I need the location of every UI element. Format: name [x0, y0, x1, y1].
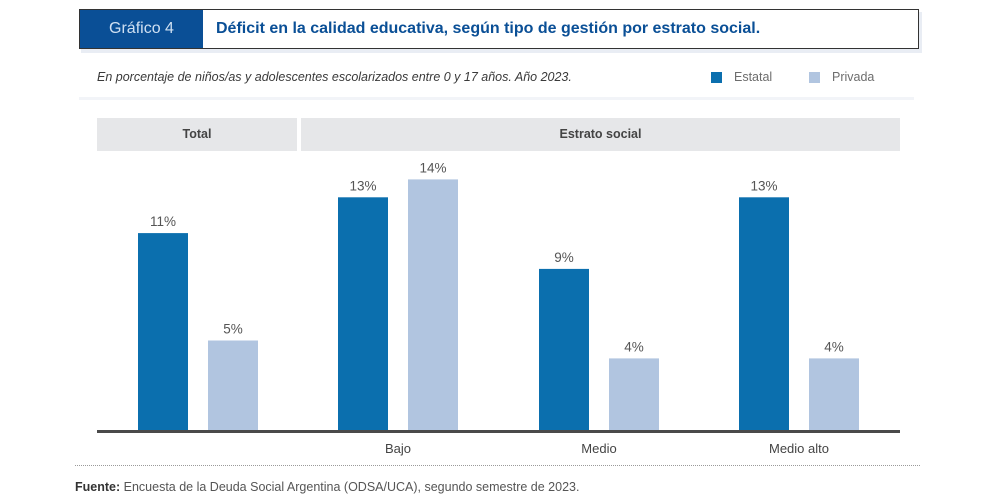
x-tick-label-medio: Medio	[581, 441, 616, 456]
data-label-estatal-total: 11%	[150, 214, 176, 229]
bar-privada-bajo	[408, 179, 458, 430]
data-label-privada-bajo: 14%	[419, 160, 446, 175]
source-text: Encuesta de la Deuda Social Argentina (O…	[123, 480, 580, 494]
x-tick-label-medio-alto: Medio alto	[769, 441, 829, 456]
group-header-total: Total	[97, 118, 297, 151]
subtitle-divider	[79, 97, 914, 100]
chart-header: Gráfico 4 Déficit en la calidad educativ…	[79, 9, 919, 49]
bar-estatal-bajo	[338, 197, 388, 430]
data-label-privada-total: 5%	[223, 322, 243, 337]
bar-estatal-total	[138, 233, 188, 430]
chart-number-label: Gráfico 4	[80, 10, 203, 48]
chart-title: Déficit en la calidad educativa, según t…	[216, 20, 761, 37]
footer-divider	[75, 465, 920, 466]
x-tick-label-bajo: Bajo	[385, 441, 411, 456]
data-label-estatal-medio: 9%	[554, 250, 574, 265]
bar-privada-medio-alto	[809, 358, 859, 430]
source-label: Fuente:	[75, 480, 121, 494]
data-label-estatal-bajo: 13%	[349, 178, 376, 193]
legend-label-estatal: Estatal	[734, 70, 773, 84]
bar-privada-medio	[609, 358, 659, 430]
legend-swatch-estatal	[711, 71, 722, 83]
bar-estatal-medio-alto	[739, 197, 789, 430]
group-header-estrato-social: Estrato social	[301, 118, 900, 151]
data-label-estatal-medio-alto: 13%	[750, 178, 777, 193]
legend-label-privada: Privada	[832, 70, 875, 84]
bar-privada-total	[208, 340, 258, 430]
legend-swatch-privada	[809, 71, 820, 83]
data-label-privada-medio: 4%	[624, 339, 644, 354]
data-label-privada-medio-alto: 4%	[824, 339, 844, 354]
legend-item-estatal: Estatal	[711, 70, 772, 84]
chart-subtitle: En porcentaje de niños/as y adolescentes…	[97, 70, 572, 84]
legend-item-privada: Privada	[809, 70, 874, 84]
source-note: Fuente: Encuesta de la Deuda Social Arge…	[75, 480, 579, 494]
bar-estatal-medio	[539, 268, 589, 430]
